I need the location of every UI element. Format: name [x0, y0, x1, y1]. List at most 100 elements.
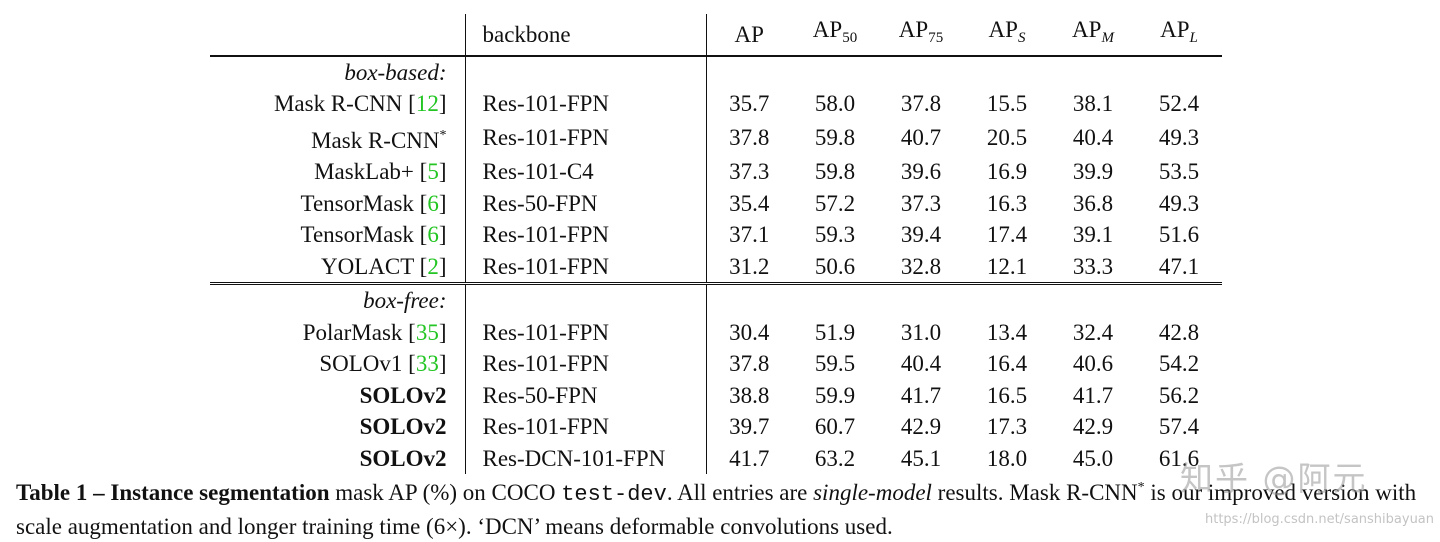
metric-value: 30.4	[729, 319, 770, 345]
metric-value: 15.5	[986, 91, 1028, 116]
group-label: box-free:	[210, 282, 465, 317]
ref-bracket-close: ]	[438, 253, 447, 279]
header-metric-4: APM	[1050, 14, 1136, 57]
metric-value: 40.4	[900, 351, 942, 376]
caption-text-1: mask AP (%) on COCO	[329, 480, 562, 505]
metric-value: 31.2	[729, 253, 770, 279]
table-row: SOLOv2 Res-101-FPN 39.7 60.7 42.9 17.3 42.9 57.…	[210, 411, 1222, 443]
method-cell: Mask R-CNN [12]	[210, 88, 465, 120]
citation-link: 2	[427, 253, 439, 279]
metric-value: 42.9	[900, 414, 942, 439]
empty-cell	[1050, 56, 1136, 89]
metric-value: 35.4	[729, 190, 770, 216]
header-metric-base: AP	[1072, 17, 1102, 42]
caption-label: Table 1 – Instance segmentation	[16, 480, 330, 505]
header-metric-5: APL	[1136, 14, 1222, 57]
header-metric-base: AP	[734, 21, 764, 47]
header-method	[210, 14, 465, 57]
header-metric-base: AP	[898, 17, 929, 42]
header-metric-sub: L	[1189, 30, 1198, 46]
method-name: YOLACT	[321, 253, 414, 279]
citation-link: 35	[415, 319, 439, 345]
metric-value: 52.4	[1158, 91, 1200, 116]
method-name: SOLOv2	[359, 414, 447, 439]
ref-bracket-close: ]	[438, 159, 447, 184]
metric-value: 45.0	[1072, 445, 1114, 471]
metric-value: 49.3	[1158, 190, 1200, 216]
metric-value: 39.6	[900, 159, 942, 184]
method-name: SOLOv2	[359, 445, 447, 471]
metric-value: 17.3	[986, 414, 1028, 439]
metric-value: 57.4	[1158, 414, 1200, 439]
method-cell: SOLOv1 [33]	[210, 348, 465, 380]
ref-bracket-open: [	[413, 253, 428, 279]
metric-value: 16.4	[986, 351, 1028, 376]
metric-value: 40.7	[900, 125, 942, 150]
metric-value: 57.2	[814, 190, 856, 216]
metric-value: 18.0	[986, 445, 1028, 471]
metric-value: 32.8	[900, 253, 942, 279]
ref-bracket-close: ]	[438, 351, 447, 376]
empty-cell	[1136, 56, 1222, 89]
metric-value: 35.7	[729, 91, 770, 116]
metric-value: 61.6	[1158, 445, 1200, 471]
empty-cell	[706, 282, 792, 317]
metric-value: 59.9	[814, 382, 856, 408]
method-cell: SOLOv2	[210, 443, 465, 475]
csdn-watermark-url: https://blog.csdn.net/sanshibayuan	[1205, 512, 1435, 527]
method-name: MaskLab+	[314, 159, 414, 184]
metric-value: 12.1	[986, 253, 1028, 279]
empty-cell	[1136, 282, 1222, 317]
method-name: PolarMask	[302, 319, 403, 345]
ref-bracket-close: ]	[438, 222, 447, 247]
method-cell: SOLOv2	[210, 411, 465, 443]
metric-value: 36.8	[1072, 190, 1114, 216]
results-table: backbone AP AP50 AP75 APS APM APL box-based: M…	[210, 14, 1222, 474]
table-row: PolarMask [35] Res-101-FPN 30.4 51.9 31.0 13.…	[210, 316, 1222, 349]
citation-link: 33	[415, 351, 439, 376]
method-name: SOLOv2	[359, 382, 447, 408]
header-backbone: backbone	[464, 14, 707, 57]
metric-value: 38.8	[729, 382, 770, 408]
table-row: YOLACT [2] Res-101-FPN 31.2 50.6 32.8 12.1 33.…	[210, 250, 1222, 284]
metric-value: 42.9	[1072, 414, 1114, 439]
group-label-row: box-free:	[210, 282, 1222, 317]
backbone-cell: Res-101-FPN	[464, 119, 707, 156]
table-header-row: backbone AP AP50 AP75 APS APM APL	[210, 14, 1222, 57]
metric-value: 42.8	[1158, 319, 1200, 345]
method-cell: PolarMask [35]	[210, 317, 465, 349]
table-row: SOLOv1 [33] Res-101-FPN 37.8 59.5 40.4 16.4 40…	[210, 348, 1222, 380]
metric-value: 45.1	[900, 445, 942, 471]
metric-value: 37.3	[900, 190, 942, 216]
metric-value: 39.1	[1072, 222, 1114, 247]
group-label-row: box-based:	[210, 55, 1222, 89]
header-metric-2: AP75	[878, 14, 964, 57]
table-row: Mask R-CNN [12] Res-101-FPN 35.7 58.0 37.8 15…	[210, 88, 1222, 120]
results-table-container: backbone AP AP50 AP75 APS APM APL box-based: M…	[210, 14, 1222, 474]
metric-value: 53.5	[1158, 159, 1200, 184]
table-row: MaskLab+ [5] Res-101-C4 37.3 59.8 39.6 16.9 39…	[210, 156, 1222, 188]
method-cell: MaskLab+ [5]	[210, 156, 465, 188]
backbone-cell: Res-101-FPN	[464, 348, 707, 380]
metric-value: 40.6	[1072, 351, 1114, 376]
metric-value: 37.8	[900, 91, 942, 116]
method-cell: SOLOv2	[210, 380, 465, 412]
empty-cell	[964, 282, 1050, 317]
metric-value: 37.3	[729, 159, 770, 184]
backbone-cell: Res-101-FPN	[464, 316, 707, 348]
empty-cell	[792, 282, 878, 317]
header-metric-base: AP	[988, 17, 1018, 42]
metric-value: 59.5	[814, 351, 856, 376]
method-name: TensorMask	[300, 190, 414, 216]
metric-value: 31.0	[900, 319, 942, 345]
metric-value: 49.3	[1158, 125, 1200, 150]
header-metric-sub: 50	[842, 30, 858, 46]
citation-link: 6	[427, 222, 439, 247]
metric-value: 56.2	[1158, 382, 1200, 408]
table-row: SOLOv2 Res-DCN-101-FPN 41.7 63.2 45.1 18.0 45.…	[210, 442, 1222, 475]
metric-value: 32.4	[1072, 319, 1114, 345]
caption-italic: single-model	[813, 480, 932, 505]
metric-value: 13.4	[986, 319, 1028, 345]
method-cell: TensorMask [6]	[210, 219, 465, 251]
backbone-cell: Res-101-FPN	[464, 88, 707, 120]
